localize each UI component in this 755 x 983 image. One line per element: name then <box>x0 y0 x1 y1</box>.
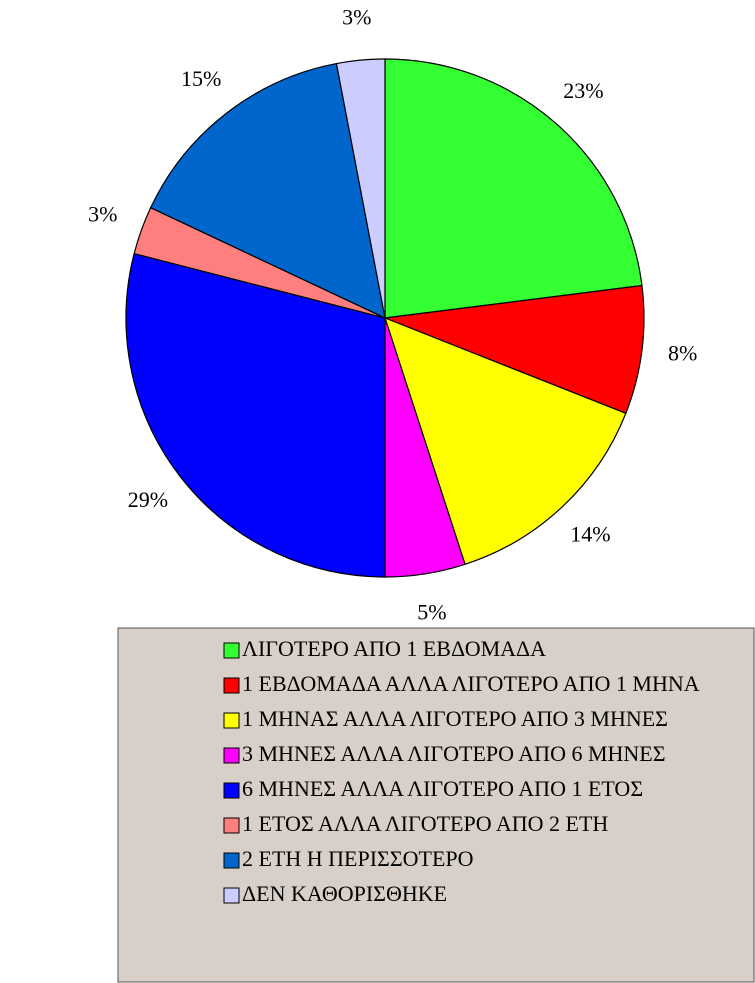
legend-swatch <box>223 852 240 869</box>
data-label: 23% <box>563 78 603 103</box>
legend-label: 1 ΕΤΟΣ ΑΛΛΑ ΛΙΓΟΤΕΡΟ ΑΠΟ 2 ΕΤΗ <box>242 811 608 836</box>
legend-swatch <box>223 747 240 764</box>
pie-slice <box>335 58 386 319</box>
legend-label: 3 ΜΗΝΕΣ ΑΛΛΑ ΛΙΓΟΤΕΡΟ ΑΠΟ 6 ΜΗΝΕΣ <box>242 741 666 766</box>
legend-swatch <box>223 887 240 904</box>
legend-swatch <box>223 642 240 659</box>
legend-swatch <box>223 817 240 834</box>
data-label: 8% <box>668 341 697 366</box>
legend-label: 2 ΕΤΗ Η ΠΕΡΙΣΣΟΤΕΡΟ <box>242 846 474 871</box>
data-label: 3% <box>342 4 371 29</box>
legend-label: 1 ΕΒΔΟΜΑΔΑ ΑΛΛΑ ΛΙΓΟΤΕΡΟ ΑΠΟ 1 ΜΗΝΑ <box>242 671 700 696</box>
legend-label: 6 ΜΗΝΕΣ ΑΛΛΑ ΛΙΓΟΤΕΡΟ ΑΠΟ 1 ΕΤΟΣ <box>242 776 643 801</box>
data-label: 15% <box>181 66 221 91</box>
legend-label: 1 ΜΗΝΑΣ ΑΛΛΑ ΛΙΓΟΤΕΡΟ ΑΠΟ 3 ΜΗΝΕΣ <box>242 706 668 731</box>
pie-slice <box>384 284 645 415</box>
data-label: 3% <box>88 201 117 226</box>
data-label: 5% <box>417 599 446 624</box>
legend-label: ΛΙΓΟΤΕΡΟ ΑΠΟ 1 ΕΒΔΟΜΑΔΑ <box>242 636 546 661</box>
pie-slice <box>125 252 386 578</box>
legend-label: ΔΕΝ ΚΑΘΟΡΙΣΘΗΚΕ <box>242 881 447 906</box>
data-label: 14% <box>570 522 610 547</box>
pie-slice <box>149 62 386 320</box>
legend-swatch <box>223 677 240 694</box>
data-label: 29% <box>128 487 168 512</box>
legend-swatch <box>223 712 240 729</box>
pie-slice <box>384 58 643 319</box>
legend-swatch <box>223 782 240 799</box>
